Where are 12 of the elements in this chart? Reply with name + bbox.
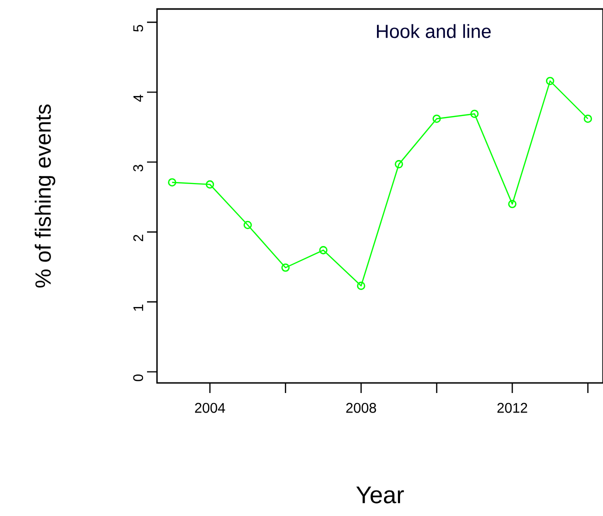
x-axis-title: Year [356, 486, 404, 504]
y-tick-label: 5 [133, 24, 144, 32]
y-tick-label: 0 [133, 374, 144, 382]
x-tick-label: 2008 [346, 402, 376, 413]
y-tick-label: 3 [133, 164, 144, 172]
y-axis-title: % of fishing events [34, 104, 56, 288]
y-tick-label: 1 [133, 304, 144, 311]
x-tick-label: 2004 [195, 402, 226, 413]
y-tick-label: 4 [133, 94, 144, 102]
y-tick-label: 2 [133, 234, 144, 242]
x-tick-label: 2012 [497, 402, 528, 413]
text: Hook and line [376, 24, 491, 38]
